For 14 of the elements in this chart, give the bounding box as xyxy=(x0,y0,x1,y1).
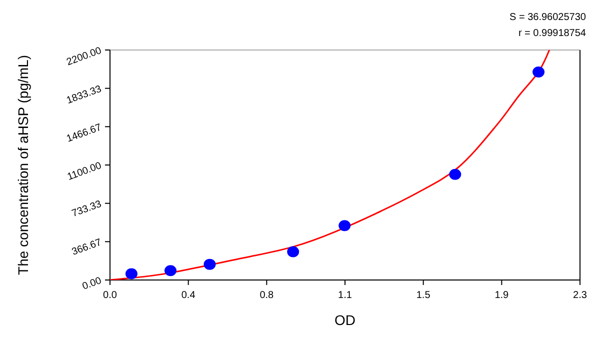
x-tick-label: 1.1 xyxy=(338,290,352,301)
y-tick-label: 0.00 xyxy=(80,275,104,292)
x-tick-label: 1.5 xyxy=(416,290,431,301)
x-tick-label: 0.0 xyxy=(103,290,118,301)
x-axis-title: OD xyxy=(334,312,356,328)
x-tick-label: 0.8 xyxy=(260,290,274,301)
y-tick-label: 366.67 xyxy=(70,237,104,258)
y-axis-title: The concentration of aHSP (pg/mL) xyxy=(15,55,31,275)
x-tick-label: 1.9 xyxy=(494,290,510,301)
x-tick-label: 2.3 xyxy=(573,290,588,301)
text: S = 36.96025730 xyxy=(510,12,586,23)
y-tick-label: 733.33 xyxy=(70,198,104,220)
x-tick-label: 0.4 xyxy=(181,290,196,301)
text: r = 0.99918754 xyxy=(518,28,586,39)
